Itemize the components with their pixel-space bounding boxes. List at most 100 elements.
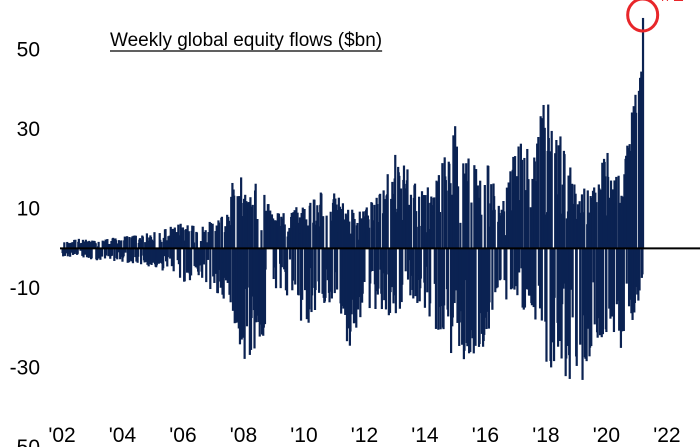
y-tick-label: 30 (17, 118, 40, 141)
bar (190, 248, 193, 276)
bar (487, 165, 490, 249)
bar (452, 186, 456, 249)
bar (244, 248, 247, 290)
bar (440, 248, 443, 307)
bar (479, 248, 482, 314)
bar (223, 248, 226, 278)
bar (76, 248, 79, 254)
bar (316, 212, 320, 249)
bar (433, 197, 436, 249)
bar (259, 248, 263, 325)
bar (503, 248, 506, 281)
bar (280, 248, 283, 268)
bar (114, 240, 118, 249)
bar (178, 248, 182, 278)
bar (81, 239, 85, 249)
bar (381, 248, 384, 274)
bar (585, 248, 588, 362)
bar (137, 248, 140, 257)
bar (622, 196, 625, 249)
bar (347, 248, 350, 329)
bar (570, 183, 574, 249)
bar (578, 201, 581, 249)
bar (544, 214, 547, 249)
bar (298, 217, 301, 249)
bar (188, 248, 192, 281)
bar (324, 248, 327, 298)
bar (634, 112, 638, 249)
bar (513, 156, 517, 249)
x-tick-label: '10 (290, 424, 317, 447)
x-tick-label: '08 (230, 424, 257, 447)
bar (272, 218, 275, 249)
bar (296, 212, 299, 249)
bar (409, 248, 412, 296)
bar (373, 204, 376, 249)
bar (510, 210, 513, 249)
bar (293, 210, 296, 249)
bar (456, 248, 459, 323)
bar (409, 194, 413, 249)
bar (465, 163, 468, 249)
bar (619, 202, 622, 249)
bar (523, 248, 527, 308)
bar (105, 248, 108, 256)
bar (371, 248, 374, 272)
bar (390, 248, 393, 288)
bar (253, 248, 256, 349)
bar (283, 224, 286, 249)
bar (569, 248, 573, 290)
bar (237, 248, 240, 329)
bar (62, 248, 65, 256)
bar (580, 194, 584, 249)
bar (236, 196, 239, 249)
bar (398, 175, 401, 249)
bar (120, 240, 123, 249)
bar (625, 248, 628, 284)
bar (521, 248, 524, 308)
bar (215, 225, 218, 249)
bar (571, 248, 574, 318)
bar (598, 188, 601, 249)
bar (329, 211, 332, 249)
bar (333, 193, 336, 249)
bar (604, 176, 607, 249)
bar (106, 245, 110, 249)
bar (185, 230, 188, 249)
bar (290, 212, 293, 249)
bar (130, 248, 133, 262)
bar (145, 248, 148, 261)
bar (250, 248, 253, 319)
bar (85, 248, 89, 258)
bar (107, 248, 110, 257)
bar (143, 248, 146, 263)
bar (589, 248, 592, 348)
bar (306, 248, 309, 296)
bar (131, 248, 135, 264)
bar (522, 248, 525, 310)
bar (612, 195, 615, 249)
bar (530, 248, 534, 306)
bar (436, 181, 439, 249)
bar (333, 248, 336, 294)
bar (352, 248, 356, 324)
bar (625, 155, 628, 249)
bar (116, 243, 119, 249)
bar (79, 248, 82, 251)
bar (469, 248, 472, 331)
bar (404, 188, 407, 249)
bar (160, 241, 163, 249)
bar (97, 241, 100, 249)
bar (437, 248, 440, 330)
bar (202, 248, 206, 265)
bar (99, 248, 102, 260)
bar (491, 248, 494, 310)
bar (417, 248, 420, 276)
bar (399, 188, 403, 249)
bar (439, 248, 442, 330)
bar (342, 248, 346, 279)
bar (145, 233, 149, 249)
bar (398, 248, 402, 309)
bar (399, 248, 402, 265)
bar (360, 218, 363, 249)
